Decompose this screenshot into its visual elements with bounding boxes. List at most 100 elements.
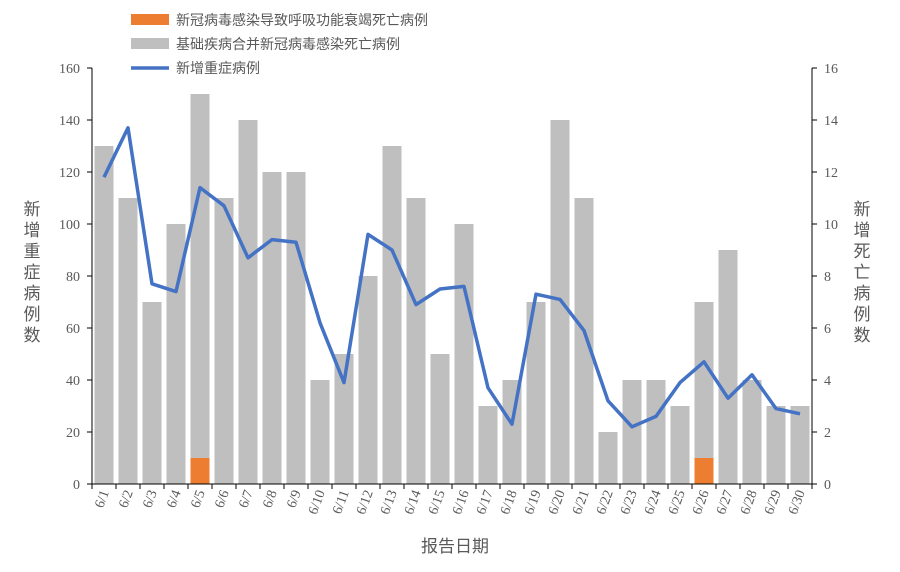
x-tick-label: 6/26 xyxy=(690,488,713,517)
bar-gray-6/1 xyxy=(94,146,114,484)
x-tick-label: 6/20 xyxy=(546,488,569,517)
x-tick-label: 6/2 xyxy=(117,488,137,510)
x-tick-label: 6/17 xyxy=(474,488,497,517)
bar-gray-6/17 xyxy=(478,406,498,484)
left-tick-label: 40 xyxy=(66,374,80,389)
left-axis-title-char: 症 xyxy=(24,263,41,283)
bar-gray-6/9 xyxy=(286,172,306,484)
bar-gray-6/3 xyxy=(142,302,162,484)
x-tick-label: 6/28 xyxy=(738,488,761,517)
bar-gray-6/14 xyxy=(406,198,426,484)
right-tick-label: 6 xyxy=(824,322,831,337)
legend-label-orange: 新冠病毒感染导致呼吸功能衰竭死亡病例 xyxy=(176,12,428,29)
bar-gray-6/29 xyxy=(766,406,786,484)
x-tick-label: 6/14 xyxy=(402,488,425,517)
bar-gray-6/16 xyxy=(454,224,474,484)
x-tick-label: 6/11 xyxy=(330,488,352,516)
legend-label-gray: 基础疾病合并新冠病毒感染死亡病例 xyxy=(176,36,400,53)
bar-gray-6/28 xyxy=(742,380,762,484)
left-axis-title-char: 新 xyxy=(24,200,41,220)
x-axis-title: 报告日期 xyxy=(421,537,489,557)
left-axis-title-char: 例 xyxy=(24,305,41,325)
legend-swatch-orange xyxy=(131,14,169,25)
bar-gray-6/2 xyxy=(118,198,138,484)
x-tick-label: 6/9 xyxy=(285,488,305,510)
x-tick-label: 6/23 xyxy=(618,488,641,517)
right-axis-title-char: 例 xyxy=(854,305,871,325)
bar-gray-6/24 xyxy=(646,380,666,484)
bar-orange-6/26 xyxy=(694,458,714,484)
x-tick-label: 6/13 xyxy=(378,488,401,517)
right-axis-title-char: 亡 xyxy=(854,263,871,283)
x-tick-label: 6/25 xyxy=(666,488,689,517)
left-axis-title-char: 数 xyxy=(24,326,41,346)
right-tick-label: 14 xyxy=(824,114,838,129)
right-tick-label: 4 xyxy=(824,374,831,389)
x-tick-label: 6/18 xyxy=(498,488,521,517)
bar-gray-6/27 xyxy=(718,250,738,484)
x-tick-label: 6/3 xyxy=(141,488,161,510)
bar-gray-6/26 xyxy=(694,302,714,458)
line-severe-cases xyxy=(102,126,801,429)
legend-swatch-gray xyxy=(131,38,169,49)
right-axis-title-char: 增 xyxy=(854,221,871,241)
right-axis-title-char: 死 xyxy=(854,242,871,262)
bar-gray-6/25 xyxy=(670,406,690,484)
bar-gray-6/22 xyxy=(598,432,618,484)
x-tick-label: 6/8 xyxy=(261,488,281,510)
right-tick-label: 0 xyxy=(824,478,831,493)
bar-gray-6/13 xyxy=(382,146,402,484)
x-tick-label: 6/5 xyxy=(189,488,209,510)
bar-gray-6/8 xyxy=(262,172,282,484)
bar-gray-6/30 xyxy=(790,406,810,484)
bar-gray-6/23 xyxy=(622,380,642,484)
left-tick-label: 20 xyxy=(66,426,80,441)
bar-gray-6/6 xyxy=(214,198,234,484)
x-tick-label: 6/1 xyxy=(93,488,113,510)
left-tick-label: 160 xyxy=(59,62,80,77)
right-axis-title-char: 新 xyxy=(854,200,871,220)
bar-gray-6/7 xyxy=(238,120,258,484)
left-tick-label: 120 xyxy=(59,166,80,181)
x-tick-label: 6/6 xyxy=(213,488,233,510)
x-tick-label: 6/15 xyxy=(426,488,449,517)
left-tick-label: 140 xyxy=(59,114,80,129)
left-axis-title-char: 重 xyxy=(24,242,41,262)
bar-gray-6/15 xyxy=(430,354,450,484)
x-tick-label: 6/19 xyxy=(522,488,545,517)
left-axis-title-char: 增 xyxy=(24,221,41,241)
legend-label-line: 新增重症病例 xyxy=(176,61,260,77)
x-tick-label: 6/24 xyxy=(642,488,665,517)
x-tick-label: 6/4 xyxy=(165,488,185,510)
bar-gray-6/21 xyxy=(574,198,594,484)
left-tick-label: 100 xyxy=(59,218,80,233)
bar-gray-6/12 xyxy=(358,276,378,484)
left-tick-label: 0 xyxy=(73,478,80,493)
x-tick-label: 6/12 xyxy=(354,488,377,517)
right-tick-label: 16 xyxy=(824,62,838,77)
x-tick-label: 6/29 xyxy=(762,488,785,517)
left-axis-title-char: 病 xyxy=(24,284,41,304)
bar-orange-6/5 xyxy=(190,458,210,484)
x-tick-label: 6/27 xyxy=(714,488,737,517)
bar-gray-6/11 xyxy=(334,354,354,484)
x-tick-label: 6/10 xyxy=(306,488,329,517)
right-axis-title-char: 数 xyxy=(854,326,871,346)
bar-gray-6/19 xyxy=(526,302,546,484)
right-tick-label: 8 xyxy=(824,270,831,285)
x-tick-label: 6/7 xyxy=(237,488,257,510)
bar-gray-6/5 xyxy=(190,94,210,458)
right-tick-label: 12 xyxy=(824,166,838,181)
left-tick-label: 80 xyxy=(66,270,80,285)
right-tick-label: 2 xyxy=(824,426,831,441)
left-tick-label: 60 xyxy=(66,322,80,337)
x-tick-label: 6/22 xyxy=(594,488,617,517)
bar-gray-6/10 xyxy=(310,380,330,484)
right-axis-title-char: 病 xyxy=(854,284,871,304)
right-tick-label: 10 xyxy=(824,218,838,233)
x-tick-label: 6/30 xyxy=(786,488,809,517)
x-tick-label: 6/21 xyxy=(570,488,593,517)
x-tick-label: 6/16 xyxy=(450,488,473,517)
